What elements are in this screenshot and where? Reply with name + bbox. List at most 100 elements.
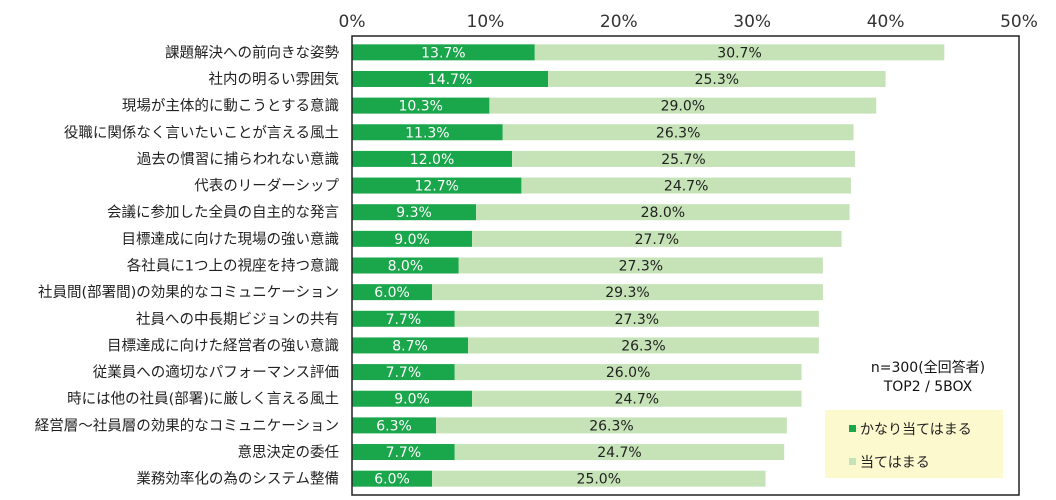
data-label-strong: 7.7% [386, 445, 422, 461]
data-label-strong: 11.3% [405, 125, 449, 141]
x-tick-label: 30% [733, 12, 771, 32]
category-label: 過去の慣習に捕らわれない意識 [137, 150, 339, 168]
category-label: 課題解決への前向きな姿勢 [165, 44, 339, 61]
sample-size-note: n=300(全回答者) [871, 359, 985, 376]
data-label-mild: 28.0% [641, 205, 685, 221]
bar-segment-strong [352, 70, 549, 87]
plot-frame [351, 35, 1020, 496]
category-label: 社員への中長期ビジョンの共有 [136, 311, 339, 328]
x-tick-label: 40% [867, 12, 905, 32]
category-label: 時には他の社員(部署)に厳しく言える風土 [67, 391, 339, 408]
bar-segment-mild [468, 337, 819, 354]
bar-segment-mild [534, 44, 945, 61]
bar-segment-mild [548, 70, 886, 87]
bar-segment-strong [352, 364, 455, 381]
legend-label-mild: 当てはまる [860, 455, 930, 471]
data-label-strong: 12.7% [414, 179, 458, 195]
bar-segment-mild [454, 444, 785, 461]
data-label-mild: 25.3% [695, 72, 739, 88]
data-label-mild: 24.7% [597, 445, 641, 461]
x-tick-label: 10% [467, 12, 505, 32]
data-label-mild: 26.3% [589, 418, 633, 434]
bar-segment-strong [352, 44, 535, 61]
category-label: 現場が主体的に動こうとする意識 [122, 97, 339, 115]
legend-swatch-strong [849, 425, 856, 432]
category-label: 社内の明るい雰囲気 [209, 71, 340, 88]
data-label-strong: 9.0% [394, 392, 430, 408]
bar-segment-mild [512, 150, 855, 167]
data-label-mild: 27.7% [635, 232, 679, 248]
category-label: 社員間(部署間)の効果的なコミュニケーション [38, 284, 339, 301]
bar-segment-mild [521, 177, 851, 194]
bar-segment-mild [436, 417, 787, 434]
bar-segment-strong [352, 257, 459, 274]
data-label-strong: 13.7% [421, 45, 465, 61]
bar-segment-strong [352, 444, 455, 461]
category-label: 業務効率化の為のシステム整備 [136, 471, 339, 488]
bar-segment-mild [454, 364, 802, 381]
data-label-mild: 27.3% [615, 312, 659, 328]
bar-segment-strong [352, 150, 513, 167]
data-label-strong: 6.0% [374, 472, 410, 488]
bar-segment-strong [352, 390, 473, 407]
bar-segment-mild [432, 470, 766, 487]
data-label-mild: 25.7% [661, 152, 705, 168]
x-tick-label: 20% [600, 12, 638, 32]
bar-segment-strong [352, 124, 503, 141]
x-axis-ticks: 0% 10% 20% 30% 40% 50% [339, 12, 1038, 32]
bar-segment-strong [352, 284, 433, 301]
category-label: 各社員に1つ上の視座を持つ意識 [127, 257, 339, 275]
data-label-strong: 12.0% [410, 152, 454, 168]
data-label-mild: 24.7% [664, 179, 708, 195]
bar-segment-strong [352, 470, 433, 487]
data-label-strong: 7.7% [386, 312, 422, 328]
data-label-mild: 25.0% [577, 472, 621, 488]
legend: かなり当てはまる 当てはまる [825, 410, 1003, 478]
x-tick-label: 50% [1000, 12, 1038, 32]
data-label-mild: 26.3% [656, 125, 700, 141]
bar-segment-mild [432, 284, 823, 301]
data-label-mild: 26.3% [621, 338, 665, 354]
data-label-strong: 9.3% [396, 205, 432, 221]
bar-segment-mild [502, 124, 854, 141]
bar-segment-strong [352, 337, 469, 354]
category-label: 経営層～社員層の効果的なコミュニケーション [35, 417, 339, 434]
category-label: 役職に関係なく言いたいことが言える風土 [64, 124, 339, 141]
data-label-mild: 30.7% [717, 45, 761, 61]
category-label: 意思決定の委任 [238, 443, 340, 461]
data-label-mild: 26.0% [606, 365, 650, 381]
sample-note: n=300(全回答者) TOP2 / 5BOX [871, 359, 985, 395]
category-label: 代表のリーダーシップ [194, 178, 339, 195]
category-label: 従業員への適切なパフォーマンス評価 [93, 363, 339, 381]
data-label-strong: 14.7% [428, 72, 472, 88]
bars-layer [352, 44, 945, 487]
bar-segment-mild [454, 310, 819, 327]
legend-label-strong: かなり当てはまる [860, 422, 972, 438]
category-labels: 課題解決への前向きな姿勢社内の明るい雰囲気現場が主体的に動こうとする意識役職に関… [35, 44, 340, 487]
bar-segment-mild [472, 390, 802, 407]
data-label-mild: 27.3% [619, 259, 663, 275]
data-label-mild: 24.7% [615, 392, 659, 408]
data-label-strong: 8.0% [388, 259, 424, 275]
data-label-strong: 10.3% [398, 99, 442, 115]
bar-segment-mild [458, 257, 823, 274]
data-label-strong: 6.3% [376, 418, 412, 434]
bar-segment-strong [352, 177, 522, 194]
data-label-strong: 9.0% [394, 232, 430, 248]
bar-segment-strong [352, 97, 490, 114]
category-label: 会議に参加した全員の自主的な発言 [107, 203, 339, 221]
data-label-strong: 7.7% [386, 365, 422, 381]
bar-segment-mild [472, 230, 842, 247]
bar-segment-mild [489, 97, 877, 114]
bar-segment-strong [352, 204, 477, 221]
labels-layer: 13.7% 30.7% 14.7% 25.3% 10.3% 29.0% 11.3% 26.3%… [374, 45, 762, 487]
data-label-mild: 29.0% [661, 99, 705, 115]
bar-segment-strong [352, 417, 437, 434]
data-label-mild: 29.3% [605, 285, 649, 301]
bar-segment-strong [352, 310, 455, 327]
category-label: 目標達成に向けた現場の強い意識 [122, 230, 340, 248]
top2-note: TOP2 / 5BOX [883, 379, 973, 395]
data-label-strong: 8.7% [392, 338, 428, 354]
